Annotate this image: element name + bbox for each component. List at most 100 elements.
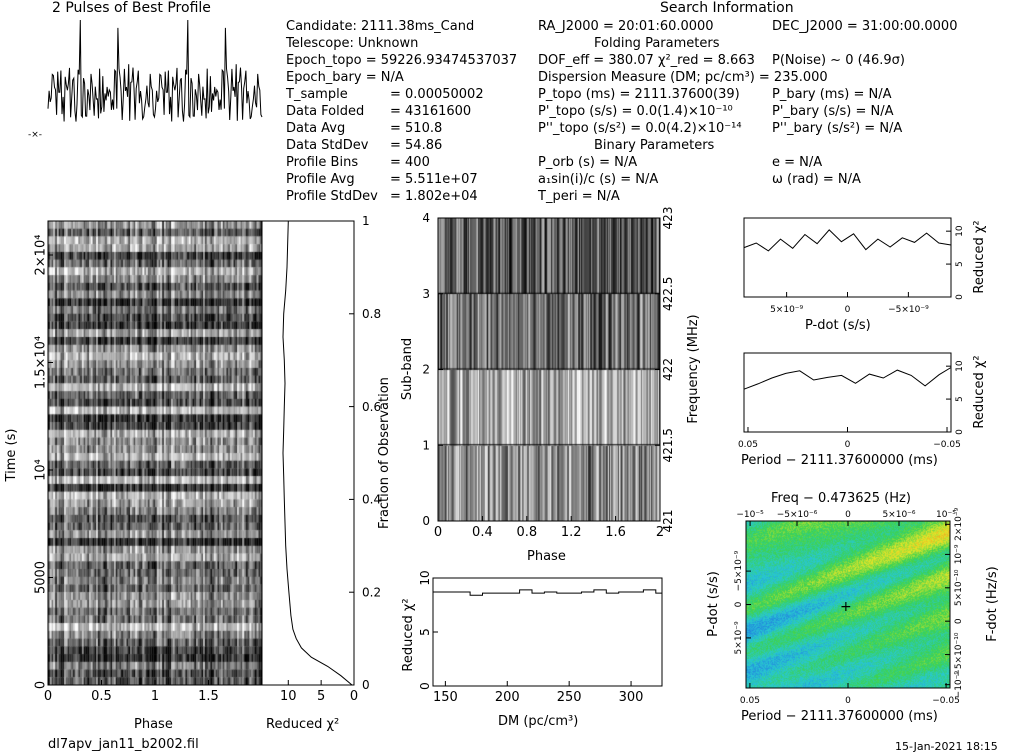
pdot-yticks-label-0: 0 bbox=[955, 294, 965, 300]
pdot-yticks-label-2: 10 bbox=[955, 225, 965, 237]
pdot-yticks-label-1: 5 bbox=[955, 261, 965, 267]
sub-yticks-label-4: 4 bbox=[422, 211, 430, 225]
info-tsample: T_sample bbox=[286, 87, 348, 102]
tchi-xticks-label-1: 5 bbox=[317, 689, 325, 704]
info-candidate: Candidate: 2111.38ms_Cand bbox=[286, 19, 475, 34]
info-profile-stddev: Profile StdDev bbox=[286, 189, 378, 204]
info-epoch-bary: Epoch_bary = N/A bbox=[286, 70, 404, 85]
per-xticks-label-0: 0.05 bbox=[738, 440, 758, 450]
footer-filename: dl7apv_jan11_b2002.fil bbox=[48, 737, 199, 752]
info-pbary: P_bary (ms) = N/A bbox=[772, 87, 892, 102]
dm-xticks-label-3: 300 bbox=[619, 690, 644, 705]
time-chi2-ylabel: Fraction of Observation bbox=[377, 377, 392, 529]
sub-xticks-label-0: 0 bbox=[434, 525, 442, 540]
time-phase-heatmap bbox=[48, 221, 262, 685]
subband-xlabel: Phase bbox=[527, 549, 566, 564]
info-profile-avg-value: = 5.511e+07 bbox=[390, 172, 478, 187]
pp-yticks-label-1: 0 bbox=[734, 601, 744, 607]
pdot-chi2-axes: 5×10⁻⁹ 0 −5×10⁻⁹ 0 5 10 P-dot (s/s) Reduced … bbox=[743, 217, 987, 333]
footer-timestamp: 15-Jan-2021 18:15 bbox=[895, 740, 998, 753]
profile-curve bbox=[47, 19, 263, 122]
time-xticks-label-2: 1 bbox=[151, 689, 159, 704]
pp-xticks-label-0: 0.05 bbox=[740, 696, 760, 706]
dm-ylabel: Reduced χ² bbox=[401, 598, 416, 671]
info-ra: RA_J2000 = 20:01:60.0000 bbox=[538, 19, 714, 34]
subband-right-ylabel: Frequency (MHz) bbox=[686, 314, 701, 423]
pdot-xticks-label-0: 5×10⁻⁹ bbox=[770, 305, 803, 315]
info-pddot-topo: P''_topo (s/s²) = 0.0(4.2)×10⁻¹⁴ bbox=[538, 121, 742, 136]
info-ecc: e = N/A bbox=[772, 155, 823, 170]
info-porb: P_orb (s) = N/A bbox=[538, 155, 638, 170]
search-title: Search Information bbox=[660, 0, 794, 16]
pp-topticks-label-1: −5×10⁻⁶ bbox=[777, 510, 818, 520]
subband-phase-heatmap bbox=[438, 218, 660, 521]
time-xticks-label-0: 0 bbox=[44, 689, 52, 704]
info-dm: Dispersion Measure (DM; pc/cm³) = 235.00… bbox=[538, 70, 828, 85]
info-tsample-value: = 0.00050002 bbox=[390, 87, 484, 102]
dm-chi2-curve bbox=[433, 589, 662, 596]
info-col3: DEC_J2000 = 31:00:00.0000 P(Noise) ~ 0 (… bbox=[772, 18, 957, 188]
info-dec: DEC_J2000 = 31:00:00.0000 bbox=[772, 19, 958, 34]
pp-rticks-label-3: 5×10⁻¹⁰ bbox=[954, 569, 964, 606]
sub-yticks-label-1: 1 bbox=[422, 438, 430, 452]
dm-xticks-label-2: 250 bbox=[557, 690, 582, 705]
sub-rticks-label-3: 422.5 bbox=[661, 277, 675, 311]
period-chi2-frame bbox=[743, 352, 952, 433]
pp-rticks-label-2: 0 bbox=[954, 618, 964, 624]
pdot-xticks-label-2: −5×10⁻⁹ bbox=[888, 305, 929, 315]
info-folding-header: Folding Parameters bbox=[594, 36, 720, 51]
tchi-yticks-label-5: 1 bbox=[362, 214, 370, 228]
pp-topticks-label-4: 10⁻⁵ bbox=[936, 510, 956, 520]
info-pddot-bary: P''_bary (s/s²) = N/A bbox=[772, 121, 903, 136]
time-yticks-label-0: 0 bbox=[34, 681, 49, 689]
time-chi2-curve bbox=[282, 220, 353, 686]
tchi-yticks-label-4: 0.8 bbox=[362, 307, 381, 321]
info-pnoise: P(Noise) ~ 0 (46.9σ) bbox=[772, 53, 905, 68]
pp-xticks-label-1: 0 bbox=[845, 696, 851, 706]
info-telescope: Telescope: Unknown bbox=[286, 36, 419, 51]
sub-rticks-label-4: 423 bbox=[661, 207, 675, 230]
per-xticks-label-1: 0 bbox=[845, 440, 851, 450]
info-ptopo: P_topo (ms) = 2111.37600(39) bbox=[538, 87, 740, 102]
time-phase-frame bbox=[47, 220, 263, 686]
info-epoch-topo: Epoch_topo = 59226.93474537037 bbox=[286, 53, 518, 68]
sub-xticks-label-3: 1.2 bbox=[561, 525, 582, 540]
pp-yticks-label-0: 5×10⁻⁹ bbox=[734, 621, 744, 654]
info-pdot-bary: P'_bary (s/s) = N/A bbox=[772, 104, 894, 119]
info-dof: DOF_eff = 380.07 χ²_red = 8.663 bbox=[538, 53, 755, 68]
sub-xticks-label-2: 0.8 bbox=[516, 525, 537, 540]
info-profile-avg: Profile Avg bbox=[286, 172, 355, 187]
dm-yticks-label-2: 10 bbox=[418, 570, 432, 585]
info-data-avg: Data Avg bbox=[286, 121, 346, 136]
dm-chi2-frame bbox=[432, 577, 663, 687]
info-data-stddev: Data StdDev bbox=[286, 138, 369, 153]
dm-yticks-label-0: 0 bbox=[418, 682, 432, 690]
tchi-yticks-label-3: 0.6 bbox=[362, 400, 381, 414]
per-yticks-label-2: 10 bbox=[955, 360, 965, 372]
pdot-period-axes: 0.05 0 −0.05 −10⁻⁵ −5×10⁻⁶ 0 5×10⁻⁶ 10⁻⁵ 5×10⁻… bbox=[706, 491, 1000, 724]
tchi-xticks-label-0: 10 bbox=[280, 689, 297, 704]
pdot-ylabel: Reduced χ² bbox=[972, 220, 987, 293]
info-profile-bins-value: = 400 bbox=[390, 155, 430, 170]
pp-xticks-label-2: −0.05 bbox=[932, 696, 960, 706]
info-pdot-topo: P'_topo (s/s) = 0.0(1.4)×10⁻¹⁰ bbox=[538, 104, 733, 119]
pdot-xlabel: P-dot (s/s) bbox=[805, 318, 871, 333]
info-profile-stddev-value: = 1.802e+04 bbox=[390, 189, 478, 204]
time-phase-axes: 0 0.5 1 1.5 0 5000 10⁴ 1.5×10⁴ 2×10⁴ Phase Time… bbox=[4, 220, 263, 732]
info-omega: ω (rad) = N/A bbox=[772, 172, 861, 187]
pp-topticks-label-0: −10⁻⁵ bbox=[736, 510, 764, 520]
pdot-period-xlabel: Period − 2111.37600000 (ms) bbox=[741, 709, 938, 724]
info-data-stddev-value: = 54.86 bbox=[390, 138, 443, 153]
time-ylabel: Time (s) bbox=[4, 429, 19, 483]
pdot-period-heatmap bbox=[746, 521, 950, 688]
pp-rticks-label-5: 2×10⁻⁹ bbox=[954, 507, 964, 540]
info-col1-values: = 0.00050002 = 43161600 = 510.8 = 54.86 … bbox=[390, 86, 484, 205]
profile-plot: -×- bbox=[28, 19, 263, 140]
sub-rticks-label-0: 421 bbox=[661, 510, 675, 533]
per-yticks-label-1: 5 bbox=[955, 396, 965, 402]
sub-yticks-label-3: 3 bbox=[422, 287, 430, 301]
time-chi2-xlabel: Reduced χ² bbox=[266, 717, 339, 732]
time-chi2-frame bbox=[261, 220, 355, 686]
sub-rticks-label-1: 421.5 bbox=[661, 428, 675, 462]
